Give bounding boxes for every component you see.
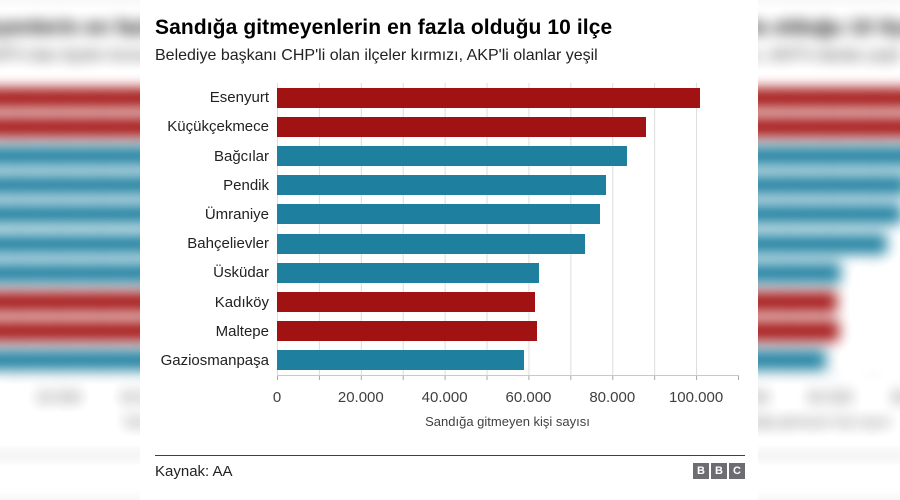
chart-card: Sandığa gitmeyenlerin en fazla olduğu 10…	[140, 0, 758, 500]
chart-row: Esenyurt	[155, 83, 745, 112]
x-axis: 0 20.000 40.000 60.000 80.000 100.000	[273, 389, 738, 407]
x-tick-label: 20.000	[337, 389, 384, 407]
bar	[277, 321, 537, 342]
bar-label: Küçükçekmece	[167, 118, 269, 136]
bar-label: Kadıköy	[214, 293, 269, 311]
bar-track	[277, 112, 738, 141]
x-tick-label: 80.000	[589, 389, 636, 407]
bar	[277, 204, 600, 225]
chart-row: Bahçelievler	[155, 229, 745, 258]
bar-track	[277, 287, 738, 316]
chart-row: Bağcılar	[155, 142, 745, 171]
bar-label: Esenyurt	[209, 89, 269, 107]
bar-label: Ümraniye	[204, 205, 269, 223]
bar	[277, 146, 627, 167]
bar	[277, 87, 701, 108]
blurred-backdrop-left: Sandığa gitmeyenlerin en fazla olduğu 10…	[0, 0, 140, 500]
bar	[277, 116, 646, 137]
bar-label: Pendik	[223, 176, 269, 194]
x-axis-ticks	[277, 375, 739, 381]
source-text: Kaynak: AA	[155, 463, 233, 480]
bar-label: Bahçelievler	[187, 235, 269, 253]
bar	[277, 262, 539, 283]
bar-track	[277, 83, 738, 112]
blurred-backdrop-right: Sandığa gitmeyenlerin en fazla olduğu 10…	[758, 0, 900, 500]
x-tick-label: 0	[272, 389, 282, 407]
chart-row: Küçükçekmece	[155, 112, 745, 141]
bar-label: Bağcılar	[213, 147, 269, 165]
chart-row: Ümraniye	[155, 200, 745, 229]
bar-label: Üsküdar	[213, 264, 269, 282]
bar-label: Maltepe	[215, 322, 269, 340]
chart-title: Sandığa gitmeyenlerin en fazla olduğu 10…	[155, 16, 613, 39]
bar-track	[277, 142, 738, 171]
bar-track	[277, 346, 738, 375]
chart-row: Gaziosmanpaşa	[155, 346, 745, 375]
chart-row: Pendik	[155, 171, 745, 200]
bbc-logo-block: B	[693, 463, 709, 479]
bar-track	[277, 171, 738, 200]
bar-track	[277, 229, 738, 258]
x-axis-title: Sandığa gitmeyen kişi sayısı	[425, 414, 590, 430]
x-tick-label: 40.000	[421, 389, 468, 407]
chart-row: Üsküdar	[155, 258, 745, 287]
bar	[277, 350, 525, 371]
bar-track	[277, 200, 738, 229]
bar	[277, 233, 586, 254]
x-tick-label: 60.000	[505, 389, 552, 407]
bbc-logo-block: B	[711, 463, 727, 479]
x-tick-label: 100.000	[668, 389, 724, 407]
bar-track	[277, 317, 738, 346]
bar	[277, 292, 535, 313]
bar	[277, 175, 606, 196]
bar-label: Gaziosmanpaşa	[160, 351, 269, 369]
bar-rows: Esenyurt Küçükçekmece Bağcılar Pendik Ümrani…	[155, 83, 745, 375]
chart-subtitle: Belediye başkanı CHP'li olan ilçeler kır…	[155, 47, 598, 65]
bbc-logo-block: C	[729, 463, 745, 479]
chart-row: Maltepe	[155, 317, 745, 346]
bar-track	[277, 258, 738, 287]
bar-chart: Esenyurt Küçükçekmece Bağcılar Pendik Ümrani…	[155, 83, 745, 429]
chart-row: Kadıköy	[155, 287, 745, 316]
